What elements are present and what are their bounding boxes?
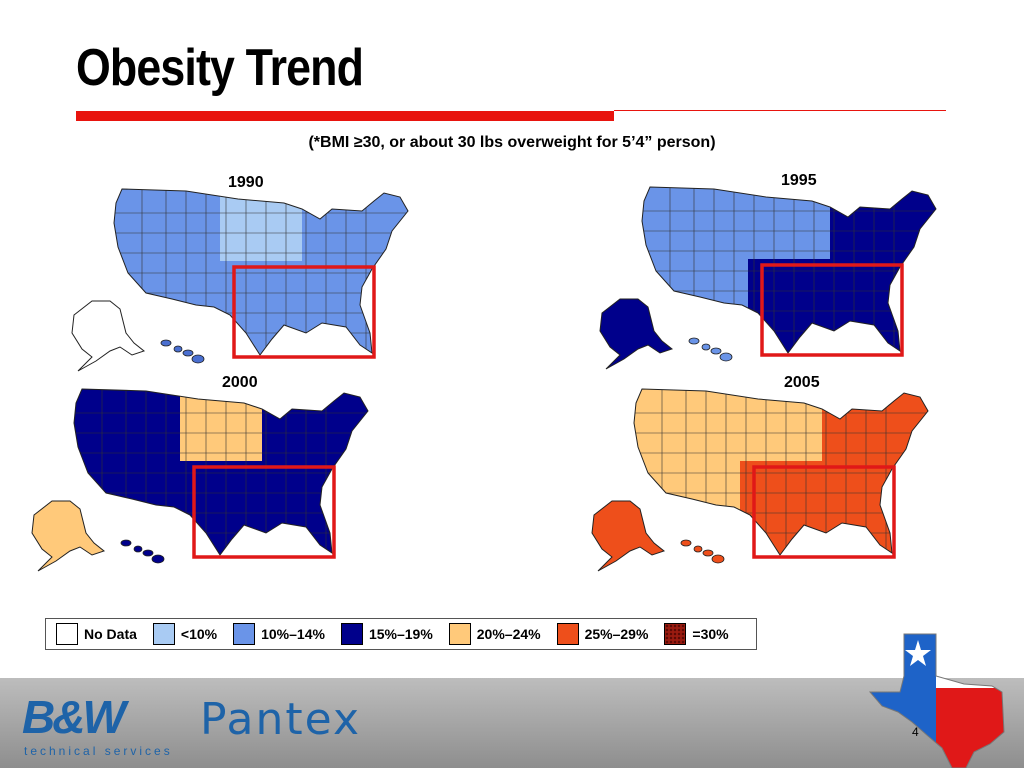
hawaii-island	[680, 539, 692, 547]
legend-swatch	[448, 623, 471, 645]
year-label-1995: 1995	[781, 172, 817, 189]
title-underline-bar	[76, 111, 614, 121]
hawaii-island	[133, 545, 143, 553]
map-region-central	[180, 389, 262, 461]
map-2000	[31, 388, 369, 572]
map-region-west	[642, 187, 748, 311]
alaska-shape	[71, 300, 146, 372]
slide-title: Obesity Trend	[76, 39, 364, 97]
legend-item-20-24: 20%–24%	[448, 623, 541, 645]
map-region-central	[220, 189, 302, 261]
year-label-1990: 1990	[228, 174, 264, 191]
us-outline	[633, 388, 929, 556]
legend-item-30-plus: =30%	[664, 623, 729, 645]
star-icon	[905, 640, 931, 666]
page-number: 4	[912, 725, 919, 739]
hawaii-island	[701, 343, 711, 351]
year-label-2005: 2005	[784, 374, 820, 391]
legend-swatch	[152, 623, 175, 645]
year-label-2000: 2000	[222, 374, 258, 391]
legend-label: No Data	[84, 626, 137, 642]
legend-label: 10%–14%	[261, 626, 325, 642]
map-1990	[71, 188, 409, 372]
hawaii-island	[693, 545, 703, 553]
alaska-shape	[31, 500, 106, 572]
map-region-west	[74, 389, 180, 513]
legend-label: 20%–24%	[476, 626, 541, 642]
hawaii-island	[702, 549, 714, 557]
hawaii-island	[719, 352, 733, 362]
bw-tagline: technical services	[24, 744, 173, 758]
legend-label: 15%–19%	[368, 626, 433, 642]
us-outline	[73, 388, 369, 556]
legend-label: <10%	[180, 626, 218, 642]
hawaii-island	[711, 554, 725, 564]
legend-swatch	[233, 623, 256, 645]
pantex-logo: Pantex	[200, 694, 361, 745]
highlight-box	[760, 263, 904, 357]
hawaii-island	[191, 354, 205, 364]
hawaii-island	[173, 345, 183, 353]
hawaii-island	[120, 539, 132, 547]
legend-item-15-19: 15%–19%	[340, 623, 433, 645]
legend-label: =30%	[692, 626, 729, 642]
highlight-box	[192, 465, 336, 559]
map-2005	[591, 388, 929, 572]
map-1995	[599, 186, 937, 370]
legend-swatch	[664, 623, 687, 645]
hawaii-island	[160, 339, 172, 347]
legend-item-10-14: 10%–14%	[233, 623, 325, 645]
alaska-shape	[591, 500, 666, 572]
legend-item-under-10: <10%	[152, 623, 218, 645]
title-underline-line	[614, 110, 946, 111]
us-outline	[113, 188, 409, 356]
legend-item-25-29: 25%–29%	[556, 623, 649, 645]
map-region-west	[634, 389, 740, 513]
legend-label: 25%–29%	[584, 626, 649, 642]
map-region-central	[740, 389, 822, 461]
legend-item-no-data: No Data	[56, 623, 137, 645]
bw-logo: B&W	[22, 691, 126, 743]
highlight-box	[232, 265, 376, 359]
hawaii-island	[142, 549, 154, 557]
slide-subtitle: (*BMI ≥30, or about 30 lbs overweight fo…	[308, 134, 716, 151]
hawaii-island	[182, 349, 194, 357]
legend-swatch	[556, 623, 579, 645]
hawaii-island	[710, 347, 722, 355]
hawaii-island	[151, 554, 165, 564]
highlight-box	[752, 465, 896, 559]
texas-flag-icon	[868, 633, 1005, 768]
map-region-west	[114, 189, 220, 313]
color-legend: No Data <10% 10%–14% 15%–19% 20%–24% 25%…	[45, 618, 757, 650]
us-outline	[641, 186, 937, 354]
map-region-central	[748, 187, 830, 259]
legend-swatch	[340, 623, 363, 645]
alaska-shape	[599, 298, 674, 370]
legend-swatch	[56, 623, 78, 645]
hawaii-island	[688, 337, 700, 345]
footer-band	[0, 678, 1024, 768]
